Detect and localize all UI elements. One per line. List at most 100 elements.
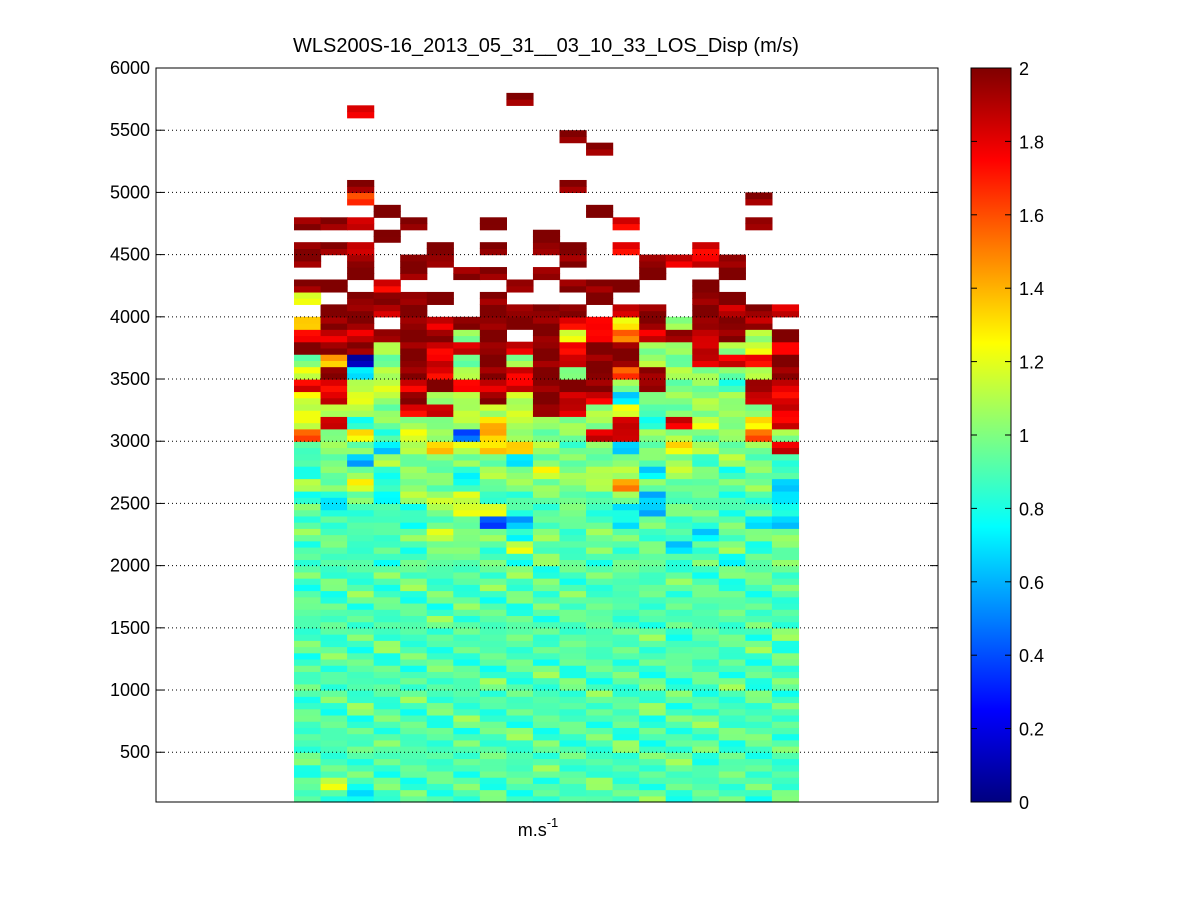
heatmap-cell (559, 677, 587, 685)
heatmap-cell (294, 777, 322, 784)
heatmap-cell (559, 658, 587, 666)
heatmap-cell (692, 652, 720, 660)
y-tick-label: 6000 (110, 58, 150, 78)
heatmap-cell (294, 559, 322, 567)
heatmap-cell (639, 714, 667, 722)
heatmap-cell (639, 752, 667, 760)
heatmap-cell (586, 354, 614, 361)
heatmap-cell (586, 211, 614, 218)
chart-title: WLS200S-16_2013_05_31__03_10_33_LOS_Disp… (293, 35, 799, 57)
heatmap-cell (639, 683, 667, 691)
heatmap-cell (612, 789, 640, 797)
heatmap-cell (479, 503, 507, 511)
heatmap-cell (506, 733, 534, 741)
heatmap-cell (426, 671, 454, 679)
heatmap-cell (506, 584, 534, 592)
heatmap-cell (586, 727, 614, 735)
heatmap-cell (665, 702, 693, 710)
heatmap-cell (692, 285, 720, 293)
heatmap-cell (453, 553, 481, 561)
heatmap-cell (320, 316, 348, 324)
heatmap-cell (294, 391, 322, 399)
heatmap-cell (559, 248, 587, 256)
heatmap-cell (479, 553, 507, 561)
heatmap-cell (479, 696, 507, 704)
heatmap-cell (532, 242, 561, 249)
heatmap-cell (532, 323, 561, 330)
colorbar-ticks: 00.20.40.60.811.21.41.61.82 (971, 59, 1044, 813)
heatmap-cell (400, 590, 428, 598)
heatmap-cell (745, 484, 773, 492)
heatmap-cell (400, 727, 428, 735)
heatmap-cell (400, 347, 428, 355)
heatmap-cell (586, 609, 614, 616)
heatmap-cell (426, 789, 454, 797)
heatmap-cell (506, 497, 534, 505)
heatmap-cell (692, 459, 720, 467)
heatmap-cell (400, 391, 428, 399)
heatmap-cell (718, 509, 746, 517)
heatmap-cell (771, 534, 800, 542)
heatmap-cell (479, 329, 507, 337)
heatmap-cell (426, 546, 454, 554)
heatmap-cell (294, 602, 322, 610)
heatmap-cell (745, 783, 773, 791)
heatmap-cell (692, 291, 720, 299)
heatmap-cell (532, 640, 561, 648)
heatmap-cell (506, 721, 534, 728)
heatmap-cell (479, 609, 507, 616)
heatmap-cell (639, 341, 667, 349)
heatmap-cell (320, 285, 348, 293)
heatmap-cell (639, 447, 667, 455)
heatmap-cell (665, 490, 693, 498)
heatmap-cell (426, 528, 454, 536)
heatmap-cell (347, 522, 375, 529)
heatmap-cell (532, 708, 561, 716)
heatmap-cell (426, 515, 454, 523)
heatmap-cell (612, 490, 640, 498)
heatmap-cell (559, 391, 587, 399)
heatmap-cell (373, 472, 401, 480)
heatmap-cell (532, 727, 561, 735)
heatmap-cell (347, 391, 375, 399)
heatmap-cell (665, 696, 693, 704)
heatmap-cell (453, 403, 481, 411)
heatmap-cell (347, 490, 375, 498)
heatmap-cell (718, 267, 746, 274)
heatmap-cell (665, 789, 693, 797)
heatmap-cell (718, 739, 746, 747)
heatmap-cell (506, 609, 534, 616)
heatmap-cell (479, 484, 507, 492)
heatmap-cell (586, 590, 614, 598)
heatmap-cell (506, 466, 534, 473)
heatmap-cell (665, 615, 693, 623)
heatmap-cell (532, 777, 561, 784)
heatmap-cell (373, 534, 401, 542)
heatmap-cell (612, 379, 640, 386)
heatmap-cell (347, 627, 375, 635)
heatmap-cell (532, 515, 561, 523)
heatmap-cell (453, 453, 481, 461)
heatmap-cell (771, 658, 800, 666)
heatmap-cell (320, 690, 348, 697)
heatmap-cell (612, 795, 640, 803)
heatmap-cell (559, 416, 587, 424)
heatmap-cell (745, 316, 773, 324)
heatmap-cell (612, 708, 640, 716)
heatmap-cell (479, 298, 507, 305)
heatmap-cell (586, 596, 614, 604)
heatmap-cell (294, 366, 322, 374)
heatmap-cell (426, 627, 454, 635)
heatmap-cell (586, 677, 614, 685)
heatmap-cell (347, 248, 375, 256)
heatmap-cell (532, 795, 561, 803)
heatmap-cell (506, 92, 534, 100)
heatmap-cell (718, 677, 746, 685)
heatmap-cell (426, 677, 454, 685)
heatmap-cell (771, 789, 800, 797)
heatmap-cell (771, 739, 800, 747)
heatmap-cell (426, 590, 454, 598)
heatmap-cell (506, 634, 534, 641)
heatmap-cell (426, 727, 454, 735)
heatmap-cell (559, 403, 587, 411)
